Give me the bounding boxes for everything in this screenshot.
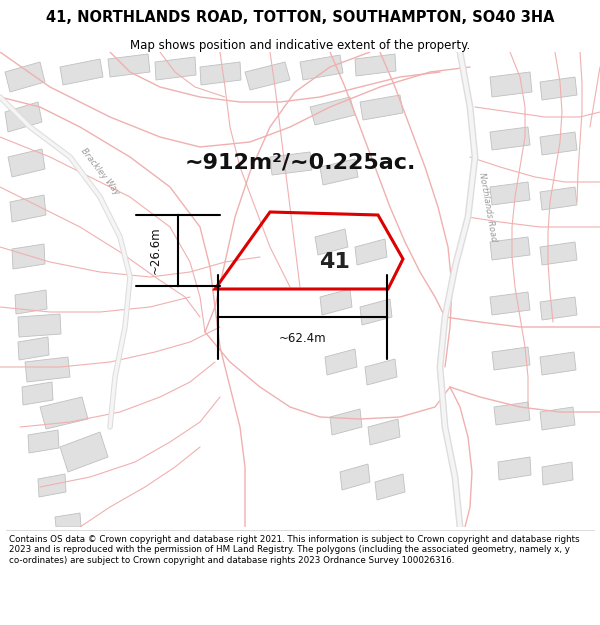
Polygon shape [368,419,400,445]
Polygon shape [25,357,70,382]
Polygon shape [15,290,47,314]
Polygon shape [28,430,59,453]
Polygon shape [540,242,577,265]
Polygon shape [490,127,530,150]
Polygon shape [5,62,45,92]
Polygon shape [315,229,348,255]
Polygon shape [490,292,530,315]
Polygon shape [60,432,108,472]
Polygon shape [10,195,46,222]
Polygon shape [498,457,531,480]
Polygon shape [542,462,573,485]
Polygon shape [200,62,241,85]
Polygon shape [320,159,358,185]
Polygon shape [155,57,196,80]
Polygon shape [360,95,403,120]
Polygon shape [300,55,343,80]
Text: ~26.6m: ~26.6m [149,227,161,274]
Text: Map shows position and indicative extent of the property.: Map shows position and indicative extent… [130,39,470,52]
Polygon shape [108,54,150,77]
Polygon shape [540,132,577,155]
Polygon shape [22,382,53,405]
Polygon shape [60,59,103,85]
Polygon shape [8,149,45,177]
Polygon shape [494,402,530,425]
Polygon shape [55,513,81,527]
Polygon shape [245,62,290,90]
Polygon shape [490,72,532,97]
Polygon shape [540,407,575,430]
Polygon shape [365,359,397,385]
Text: Northlands Road: Northlands Road [478,172,499,242]
Polygon shape [490,237,530,260]
Polygon shape [325,349,357,375]
Polygon shape [540,187,577,210]
Text: 41, NORTHLANDS ROAD, TOTTON, SOUTHAMPTON, SO40 3HA: 41, NORTHLANDS ROAD, TOTTON, SOUTHAMPTON… [46,11,554,26]
Polygon shape [38,474,66,497]
Polygon shape [320,289,352,315]
Polygon shape [360,299,392,325]
Polygon shape [270,152,312,175]
Polygon shape [355,54,396,76]
Polygon shape [490,182,530,205]
Text: ~62.4m: ~62.4m [278,332,326,346]
Polygon shape [12,244,45,269]
Polygon shape [330,409,362,435]
Polygon shape [375,474,405,500]
Polygon shape [18,337,49,360]
Text: 41: 41 [320,252,350,272]
Text: Contains OS data © Crown copyright and database right 2021. This information is : Contains OS data © Crown copyright and d… [9,535,580,564]
Polygon shape [540,77,577,100]
Polygon shape [540,352,576,375]
Polygon shape [5,102,42,132]
Polygon shape [18,314,61,337]
Polygon shape [540,297,577,320]
Text: ~912m²/~0.225ac.: ~912m²/~0.225ac. [184,152,416,172]
Polygon shape [310,97,355,125]
Polygon shape [40,397,88,429]
Polygon shape [340,464,370,490]
Polygon shape [355,239,387,265]
Polygon shape [492,347,530,370]
Text: Brackley Way: Brackley Way [79,147,121,197]
